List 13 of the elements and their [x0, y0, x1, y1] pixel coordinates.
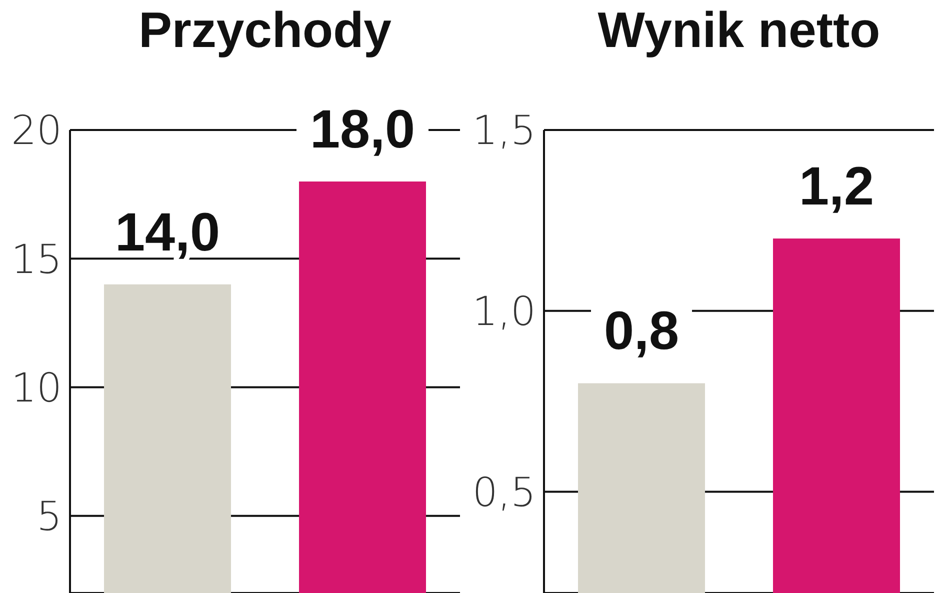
- data-label: 1,2: [798, 156, 874, 217]
- y-tick-label: 10: [11, 365, 62, 412]
- y-tick-label: 5: [36, 494, 62, 540]
- y-tick-label: 20: [11, 108, 62, 154]
- data-label: 14,0: [114, 202, 220, 262]
- y-tick-label: 0,5: [472, 470, 536, 516]
- y-tick-label: 1,5: [472, 108, 536, 154]
- chart-title: Wynik netto: [596, 1, 882, 60]
- data-label: 0,8: [604, 301, 680, 362]
- y-tick-label: 15: [11, 236, 62, 283]
- chart-title: Przychody: [138, 1, 392, 60]
- data-label: 18,0: [310, 99, 416, 160]
- y-tick-label: 1,0: [472, 289, 536, 336]
